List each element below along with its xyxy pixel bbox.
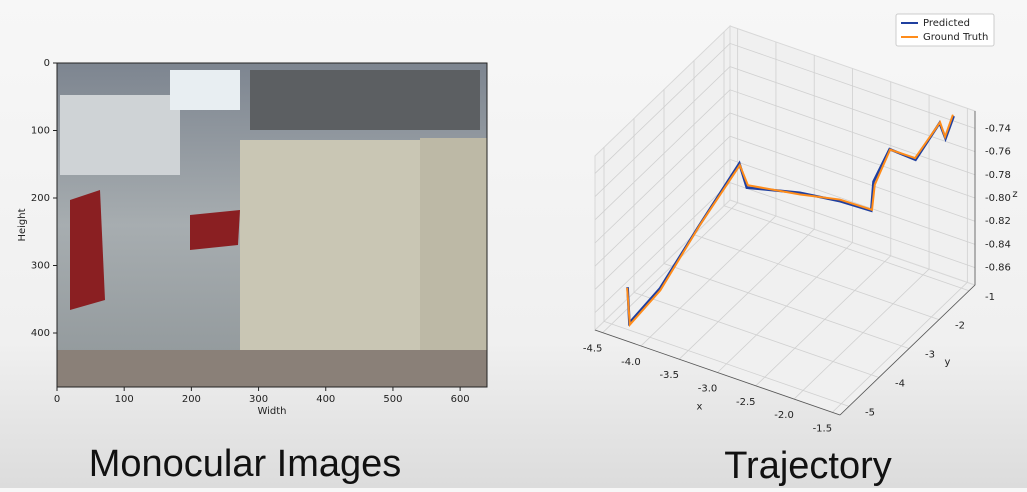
y-tick-label: -3	[925, 350, 935, 361]
legend-label: Predicted	[923, 18, 970, 29]
x-tick-label: -2.0	[774, 410, 794, 421]
y-tick-label: 0	[44, 58, 50, 69]
z-tick-label: -0.74	[985, 123, 1011, 134]
caption: Trajectory	[724, 445, 892, 487]
y-tick-label: 400	[31, 328, 50, 339]
x-tick-label: 0	[54, 394, 60, 405]
x-tick-label: 200	[182, 394, 201, 405]
x-tick-label: 300	[249, 394, 268, 405]
z-tick-label: -0.84	[985, 239, 1011, 250]
x-axis-label: x	[697, 402, 703, 413]
z-tick-label: -0.78	[985, 170, 1011, 181]
y-tick-label: -4	[895, 378, 905, 389]
y-tick-label: -2	[955, 321, 965, 332]
x-tick-label: -4.0	[621, 357, 641, 368]
y-tick-label: 100	[31, 126, 50, 137]
slide: Monocular Images Trajectory 0 100 200 300 40…	[0, 0, 1027, 488]
x-axis-label: Width	[257, 406, 286, 417]
y-tick-label: -1	[985, 292, 995, 303]
z-tick-label: -0.80	[985, 193, 1011, 204]
caption: Monocular Images	[89, 443, 402, 485]
camera-frame	[57, 63, 487, 387]
slide-canvas: Monocular Images Trajectory 0 100 200 300 40…	[0, 0, 1027, 488]
x-tick-label: 500	[383, 394, 402, 405]
x-tick-label: -3.5	[659, 370, 679, 381]
z-axis-label: z	[1012, 189, 1017, 200]
legend-label: Ground Truth	[923, 32, 988, 43]
z-tick-label: -0.82	[985, 216, 1011, 227]
y-tick-label: 200	[31, 193, 50, 204]
z-tick-label: -0.76	[985, 147, 1011, 158]
x-tick-label: -2.5	[736, 397, 756, 408]
x-tick-label: 400	[316, 394, 335, 405]
x-tick-label: -1.5	[813, 423, 833, 434]
y-axis-label: Height	[17, 208, 28, 241]
x-tick-label: -3.0	[698, 384, 718, 395]
x-tick-label: 100	[115, 394, 134, 405]
z-tick-label: -0.86	[985, 263, 1011, 274]
x-tick-label: -4.5	[583, 344, 603, 355]
y-axis-label: y	[945, 357, 951, 368]
x-tick-label: 600	[451, 394, 470, 405]
y-tick-label: -5	[865, 407, 875, 418]
y-tick-label: 300	[31, 261, 50, 272]
